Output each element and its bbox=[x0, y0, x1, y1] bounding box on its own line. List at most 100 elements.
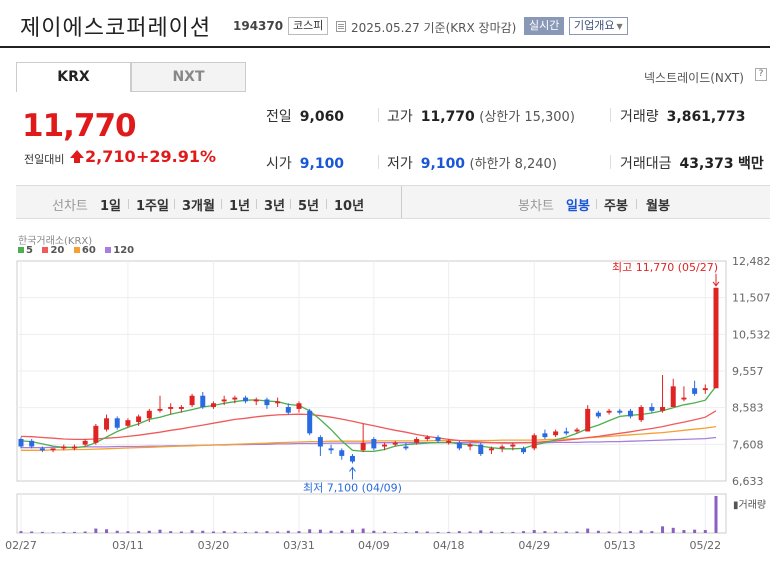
candle-body bbox=[392, 442, 398, 445]
legend-ma20-label: 20 bbox=[50, 245, 65, 256]
range-1y[interactable]: 1년 bbox=[229, 199, 251, 214]
y-tick-label: 11,507 bbox=[732, 292, 770, 305]
volume-bar bbox=[265, 531, 269, 533]
volume-bar bbox=[190, 530, 194, 533]
volume-bar bbox=[575, 531, 579, 533]
volume-bar bbox=[30, 531, 34, 533]
legend-ma120: 120 bbox=[105, 245, 134, 256]
prev-close: 전일 9,060 bbox=[266, 106, 344, 126]
volume-label: 거래량 bbox=[620, 109, 659, 125]
candle-body bbox=[307, 410, 313, 434]
candle-body bbox=[627, 410, 633, 417]
volume-bar bbox=[62, 531, 66, 533]
amount-unit: 백만 bbox=[738, 156, 764, 172]
legend-ma60: 60 bbox=[73, 245, 96, 256]
candle-body bbox=[275, 401, 281, 404]
x-tick-label: 03/11 bbox=[112, 539, 144, 552]
volume-bar bbox=[564, 531, 568, 533]
candle-body bbox=[403, 446, 409, 449]
volume-bar bbox=[94, 528, 98, 533]
x-tick-label: 03/31 bbox=[283, 539, 315, 552]
divider bbox=[256, 199, 257, 209]
candle-body bbox=[360, 442, 366, 451]
range-1d[interactable]: 1일 bbox=[100, 199, 122, 214]
candle-body bbox=[339, 450, 345, 456]
volume-bar bbox=[286, 530, 290, 533]
candle-body bbox=[531, 435, 537, 449]
tab-krx[interactable]: KRX bbox=[16, 62, 131, 92]
open-label: 시가 bbox=[266, 156, 292, 172]
upper-limit: (상한가 15,300) bbox=[479, 110, 575, 125]
help-icon[interactable]: ? bbox=[755, 68, 767, 81]
candle-body bbox=[146, 410, 152, 419]
volume-bar bbox=[457, 531, 461, 533]
lower-limit: (하한가 8,240) bbox=[469, 157, 557, 172]
volume-bar bbox=[639, 530, 643, 533]
divider bbox=[378, 108, 379, 122]
candle-body bbox=[136, 416, 142, 423]
low-label: 저가 bbox=[387, 156, 413, 172]
volume-bar bbox=[372, 530, 376, 533]
candle-body bbox=[232, 397, 238, 400]
range-10y[interactable]: 10년 bbox=[334, 199, 365, 214]
volume-bar bbox=[468, 531, 472, 533]
tab-nxt[interactable]: NXT bbox=[131, 62, 246, 92]
divider bbox=[174, 199, 175, 209]
volume-bar bbox=[126, 531, 130, 533]
max-price-label: 최고 11,770 (05/27) bbox=[612, 261, 718, 274]
price-chart: 한국거래소(KRX) 5 20 60 120 12,482 11,507 10,53… bbox=[0, 228, 770, 579]
current-price: 11,770 bbox=[22, 108, 137, 144]
candle-body bbox=[382, 444, 388, 447]
candle-body bbox=[553, 431, 559, 436]
volume-bar bbox=[297, 531, 301, 533]
line-chart-label[interactable]: 선차트 bbox=[52, 199, 88, 214]
nextrade-link[interactable]: 넥스트레이드(NXT) bbox=[644, 71, 744, 85]
y-tick-label: 12,482 bbox=[732, 255, 770, 268]
candle-chart-label[interactable]: 봉차트 bbox=[518, 199, 554, 214]
candle-monthly[interactable]: 월봉 bbox=[646, 199, 670, 214]
volume-bar bbox=[169, 531, 173, 533]
high-price: 고가 11,770 (상한가 15,300) bbox=[387, 106, 575, 126]
candle-body bbox=[542, 433, 548, 438]
volume-bar bbox=[479, 530, 483, 533]
chevron-down-icon: ▼ bbox=[616, 22, 623, 31]
candle-body bbox=[649, 407, 655, 411]
y-tick-label: 10,532 bbox=[732, 328, 770, 341]
volume-bar bbox=[671, 527, 675, 533]
volume-bar bbox=[179, 531, 183, 533]
candle-body bbox=[521, 448, 527, 453]
page-header: 제이에스코퍼레이션 194370 코스피 2025.05.27 기준(KRX 장… bbox=[0, 0, 770, 48]
range-1w[interactable]: 1주일 bbox=[136, 199, 169, 214]
divider bbox=[610, 108, 611, 122]
prev-close-label: 전일 bbox=[266, 109, 292, 125]
volume-bar bbox=[318, 529, 322, 533]
period-selector: 선차트 1일 1주일 3개월 1년 3년 5년 10년 봉차트 일봉 주봉 월봉 bbox=[16, 185, 770, 219]
range-3m[interactable]: 3개월 bbox=[182, 199, 215, 214]
candle-body bbox=[125, 420, 131, 426]
range-3y[interactable]: 3년 bbox=[264, 199, 286, 214]
low-value: 9,100 bbox=[420, 156, 466, 172]
divider bbox=[326, 199, 327, 209]
x-tick-label: 02/27 bbox=[5, 539, 37, 552]
candle-daily[interactable]: 일봉 bbox=[566, 199, 590, 214]
volume-bar bbox=[489, 531, 493, 533]
candle-body bbox=[467, 444, 473, 447]
x-tick-label: 03/20 bbox=[198, 539, 230, 552]
company-overview-button[interactable]: 기업개요 ▼ bbox=[569, 17, 628, 35]
candle-body bbox=[456, 442, 462, 449]
volume-bar bbox=[404, 531, 408, 533]
volume-bar bbox=[425, 531, 429, 533]
divider bbox=[290, 199, 291, 209]
candle-weekly[interactable]: 주봉 bbox=[604, 199, 628, 214]
candle-body bbox=[670, 386, 676, 408]
candle-body bbox=[82, 440, 88, 445]
divider bbox=[378, 155, 379, 169]
volume-bar bbox=[350, 529, 354, 533]
range-5y[interactable]: 5년 bbox=[298, 199, 320, 214]
x-tick-label: 04/29 bbox=[518, 539, 550, 552]
volume-bar bbox=[244, 531, 248, 533]
min-price-label: 최저 7,100 (04/09) bbox=[303, 481, 402, 494]
candle-body bbox=[595, 412, 601, 417]
realtime-button[interactable]: 실시간 bbox=[524, 17, 565, 35]
change-label: 전일대비 bbox=[24, 153, 65, 166]
